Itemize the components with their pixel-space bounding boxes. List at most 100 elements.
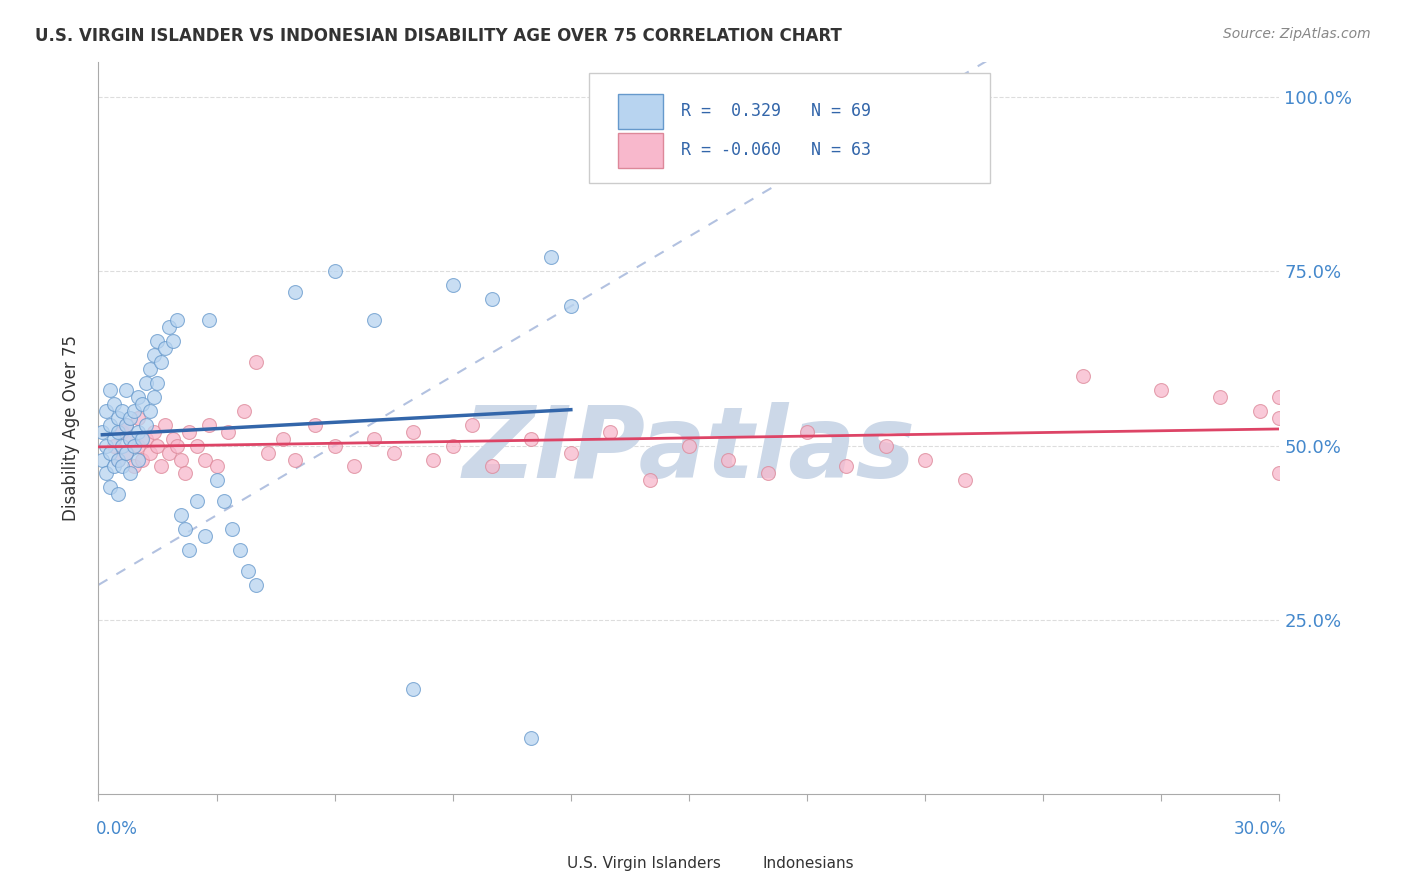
- Point: [363, 432, 385, 446]
- Point: [236, 564, 259, 578]
- Point: [138, 445, 160, 459]
- Point: [146, 334, 169, 348]
- Point: [166, 313, 188, 327]
- Point: [142, 348, 165, 362]
- Point: [157, 320, 180, 334]
- Point: [205, 474, 228, 488]
- Point: [162, 432, 184, 446]
- Point: [481, 459, 503, 474]
- Point: [217, 425, 239, 439]
- Y-axis label: Disability Age Over 75: Disability Age Over 75: [62, 335, 80, 521]
- Point: [115, 417, 138, 432]
- Point: [150, 355, 173, 369]
- Point: [441, 278, 464, 293]
- Point: [155, 417, 177, 432]
- Point: [107, 452, 129, 467]
- Point: [103, 397, 125, 411]
- Point: [221, 522, 243, 536]
- Point: [138, 403, 160, 417]
- Point: [245, 355, 267, 369]
- Point: [115, 445, 138, 459]
- FancyBboxPatch shape: [724, 855, 751, 873]
- Point: [111, 425, 134, 439]
- Point: [273, 432, 295, 446]
- Point: [177, 425, 200, 439]
- Point: [481, 293, 503, 307]
- Point: [155, 341, 177, 355]
- Point: [115, 445, 138, 459]
- Point: [150, 459, 173, 474]
- Point: [107, 452, 129, 467]
- Point: [1268, 467, 1291, 481]
- Point: [142, 390, 165, 404]
- Point: [540, 251, 562, 265]
- Point: [103, 459, 125, 474]
- Point: [382, 445, 405, 459]
- Point: [170, 508, 193, 523]
- Point: [229, 543, 252, 558]
- Point: [142, 425, 165, 439]
- Point: [205, 459, 228, 474]
- Point: [127, 439, 149, 453]
- Point: [98, 383, 121, 397]
- Point: [233, 403, 256, 417]
- Point: [197, 313, 219, 327]
- Point: [177, 543, 200, 558]
- Point: [678, 439, 700, 453]
- FancyBboxPatch shape: [619, 133, 664, 168]
- Point: [170, 452, 193, 467]
- Point: [599, 425, 621, 439]
- Point: [1268, 410, 1291, 425]
- Point: [402, 682, 425, 697]
- Point: [98, 445, 121, 459]
- Point: [194, 452, 217, 467]
- Point: [138, 362, 160, 376]
- Point: [638, 474, 661, 488]
- Text: 0.0%: 0.0%: [96, 821, 138, 838]
- Text: R =  0.329   N = 69: R = 0.329 N = 69: [681, 103, 870, 120]
- FancyBboxPatch shape: [530, 855, 555, 873]
- Point: [756, 467, 779, 481]
- Point: [717, 452, 740, 467]
- Point: [256, 445, 278, 459]
- Text: Indonesians: Indonesians: [762, 855, 853, 871]
- Point: [245, 578, 267, 592]
- Point: [1268, 390, 1291, 404]
- Point: [111, 403, 134, 417]
- Point: [422, 452, 444, 467]
- Point: [127, 410, 149, 425]
- Point: [284, 285, 307, 300]
- Point: [131, 397, 153, 411]
- Point: [91, 425, 114, 439]
- Point: [127, 452, 149, 467]
- Point: [107, 425, 129, 439]
- Point: [118, 432, 141, 446]
- Text: 30.0%: 30.0%: [1234, 821, 1286, 838]
- Point: [111, 459, 134, 474]
- Point: [135, 376, 157, 390]
- Point: [953, 474, 976, 488]
- Point: [103, 439, 125, 453]
- Point: [96, 403, 118, 417]
- Point: [111, 439, 134, 453]
- Point: [363, 313, 385, 327]
- Point: [197, 417, 219, 432]
- Point: [166, 439, 188, 453]
- Point: [162, 334, 184, 348]
- Point: [304, 417, 326, 432]
- FancyBboxPatch shape: [589, 73, 990, 183]
- Point: [214, 494, 236, 508]
- Point: [194, 529, 217, 543]
- Point: [107, 487, 129, 501]
- Point: [118, 467, 141, 481]
- Text: ZIPatlas: ZIPatlas: [463, 401, 915, 499]
- Point: [98, 417, 121, 432]
- Point: [131, 452, 153, 467]
- Point: [186, 439, 208, 453]
- Point: [914, 452, 936, 467]
- Point: [122, 439, 145, 453]
- Point: [146, 439, 169, 453]
- Point: [796, 425, 818, 439]
- Point: [1071, 368, 1094, 383]
- Point: [186, 494, 208, 508]
